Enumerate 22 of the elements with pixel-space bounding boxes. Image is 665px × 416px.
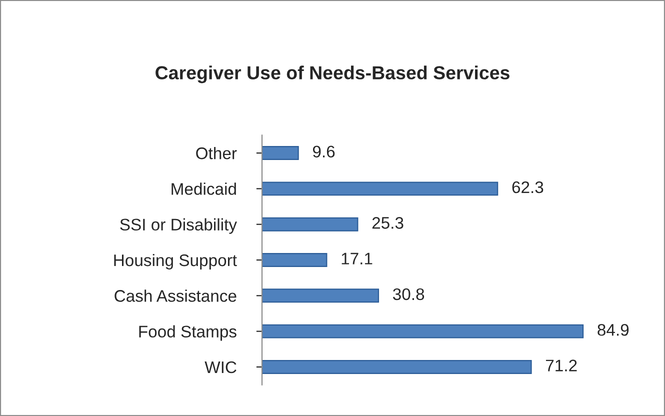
bar	[262, 324, 584, 338]
data-label: 30.8	[393, 288, 424, 300]
y-tick-label: Medicaid	[172, 182, 236, 195]
y-tick-label: Other	[196, 146, 237, 160]
chart-title: Caregiver Use of Needs-Based Services	[156, 66, 510, 84]
bar	[262, 217, 358, 232]
data-label: 25.3	[372, 217, 404, 229]
bar	[262, 253, 328, 267]
data-label: 17.1	[342, 252, 372, 264]
bar	[262, 288, 380, 303]
bar	[262, 360, 532, 374]
data-label: 62.3	[512, 181, 544, 194]
bar	[262, 182, 498, 196]
y-tick-label: WIC	[204, 361, 236, 374]
y-tick-label: SSI or Disability	[120, 218, 237, 234]
y-tick-label: Food Stamps	[139, 325, 236, 341]
data-label: 71.2	[546, 360, 577, 372]
bar	[262, 146, 299, 160]
y-tick-label: Cash Assistance	[114, 290, 236, 302]
data-label: 84.9	[598, 324, 629, 336]
y-tick-label: Housing Support	[114, 254, 237, 270]
data-label: 9.6	[312, 146, 335, 158]
